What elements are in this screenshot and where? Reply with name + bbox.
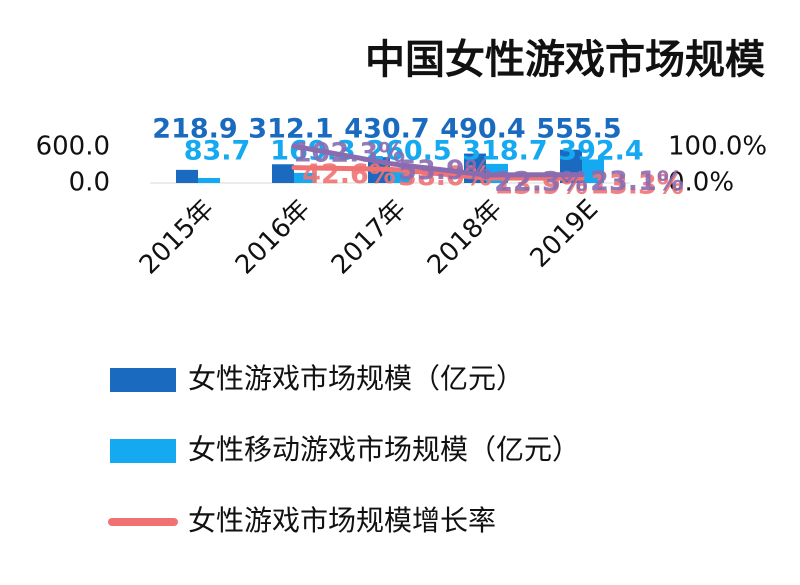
data-label: 318.7 bbox=[462, 136, 547, 167]
chart-title: 中国女性游戏市场规模 bbox=[365, 37, 765, 83]
x-tick-label: 2015年 bbox=[134, 194, 220, 280]
y-tick-label: 0.0 bbox=[69, 168, 110, 198]
data-label: 218.9 bbox=[152, 114, 237, 145]
bar bbox=[582, 159, 604, 183]
data-label: 430.7 bbox=[344, 114, 429, 145]
y2-tick-label: 100.0% bbox=[668, 132, 767, 162]
x-tick-label: 2017年 bbox=[326, 194, 412, 280]
y2-tick-label: 0.0% bbox=[668, 168, 734, 198]
bar bbox=[272, 164, 294, 183]
bar bbox=[294, 172, 316, 183]
data-label: 53.9% bbox=[398, 155, 492, 186]
data-label: 555.5 bbox=[536, 114, 621, 145]
data-label: 22.3% bbox=[494, 166, 588, 197]
data-label: 83.7 bbox=[184, 136, 251, 167]
y-tick-label: 600.0 bbox=[36, 132, 110, 162]
line bbox=[291, 143, 585, 178]
x-tick-label: 2019E bbox=[525, 194, 605, 274]
legend-label: 女性游戏市场规模（亿元） bbox=[188, 362, 524, 395]
legend-marker bbox=[110, 368, 176, 392]
data-label: 312.1 bbox=[248, 114, 333, 145]
bar bbox=[198, 177, 220, 183]
bar bbox=[176, 169, 198, 183]
data-label: 490.4 bbox=[440, 114, 525, 145]
legend-marker bbox=[110, 439, 176, 463]
data-label: 23.1% bbox=[590, 166, 684, 197]
data-label: 13.3% bbox=[590, 170, 684, 201]
x-tick-label: 2018年 bbox=[422, 194, 508, 280]
legend-label: 女性游戏市场规模增长率 bbox=[188, 504, 496, 537]
data-label: 392.4 bbox=[558, 136, 643, 167]
data-label: 102.3% bbox=[293, 138, 405, 169]
legend-label: 女性移动游戏市场规模（亿元） bbox=[188, 433, 580, 466]
x-tick-label: 2016年 bbox=[230, 194, 316, 280]
line bbox=[291, 165, 585, 181]
